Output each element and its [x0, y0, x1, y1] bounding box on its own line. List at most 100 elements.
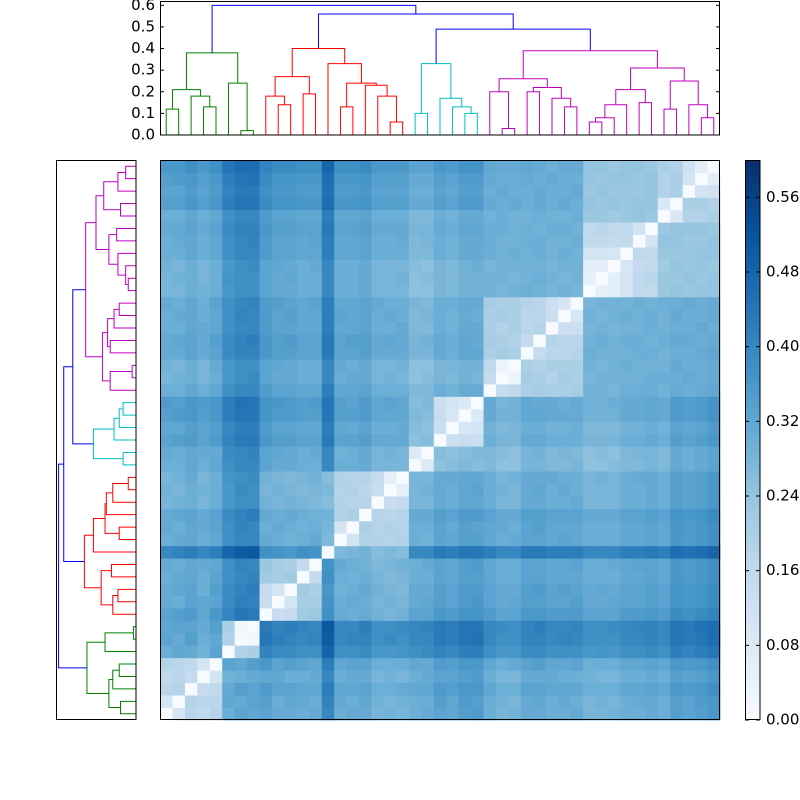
- heat-cell: [421, 172, 435, 186]
- heat-cell: [570, 396, 584, 410]
- heat-cell: [421, 483, 435, 497]
- heat-cell: [695, 247, 708, 260]
- heat-cell: [222, 222, 236, 236]
- heat-cell: [433, 545, 447, 559]
- heat-cell: [222, 508, 236, 522]
- heat-cell: [645, 471, 659, 484]
- heat-cell: [657, 595, 671, 609]
- heat-cell: [620, 446, 634, 460]
- heat-cell: [458, 545, 472, 559]
- heat-cell: [247, 620, 260, 634]
- heat-cell: [608, 508, 621, 522]
- heat-cell: [595, 707, 609, 721]
- heat-cell: [408, 421, 422, 435]
- heat-cell: [384, 545, 397, 559]
- heat-cell: [247, 707, 260, 721]
- heat-cell: [446, 284, 460, 298]
- heat-cell: [197, 645, 211, 659]
- heat-cell: [259, 533, 273, 547]
- heat-cell: [371, 247, 385, 260]
- heat-cell: [533, 309, 547, 323]
- heat-cell: [359, 632, 372, 646]
- heat-cell: [334, 446, 348, 460]
- heat-cell: [259, 160, 273, 173]
- dendrogram-link: [116, 227, 136, 242]
- heat-cell: [234, 620, 248, 634]
- heat-cell: [222, 583, 236, 596]
- heat-cell: [396, 247, 410, 260]
- heat-cell: [682, 172, 696, 186]
- heat-cell: [396, 346, 410, 360]
- heat-cell: [670, 309, 684, 323]
- heat-cell: [172, 172, 186, 186]
- heat-cell: [645, 334, 659, 348]
- heat-cell: [396, 160, 410, 173]
- heat-cell: [520, 508, 534, 522]
- heat-cell: [259, 359, 273, 372]
- heat-cell: [707, 695, 721, 708]
- heat-cell: [483, 247, 497, 260]
- heat-cell: [632, 620, 646, 634]
- heat-cell: [234, 533, 248, 547]
- heat-cell: [595, 172, 609, 186]
- heat-cell: [433, 334, 447, 348]
- heat-cell: [496, 558, 509, 572]
- heat-cell: [359, 583, 372, 596]
- heat-cell: [433, 371, 447, 385]
- heat-cell: [483, 583, 497, 596]
- heat-cell: [371, 645, 385, 659]
- heat-cell: [334, 508, 348, 522]
- heat-cell: [707, 421, 721, 435]
- heat-cell: [558, 334, 572, 348]
- heat-cell: [632, 558, 646, 572]
- heat-cell: [184, 346, 198, 360]
- heat-cell: [558, 272, 572, 285]
- heat-cell: [433, 483, 447, 497]
- heat-cell: [632, 172, 646, 186]
- heat-cell: [421, 371, 435, 385]
- heat-cell: [620, 396, 634, 410]
- heat-cell: [247, 296, 260, 310]
- heat-cell: [620, 222, 634, 236]
- heat-cell: [458, 234, 472, 248]
- heat-cell: [520, 184, 534, 198]
- heat-cell: [408, 184, 422, 198]
- heat-cell: [408, 334, 422, 348]
- heat-cell: [222, 309, 236, 323]
- heat-cell: [309, 446, 323, 460]
- heat-cell: [533, 272, 547, 285]
- heat-cell: [483, 632, 497, 646]
- heat-cell: [197, 695, 211, 708]
- heat-cell: [259, 670, 273, 684]
- heat-cell: [707, 234, 721, 248]
- heat-cell: [645, 222, 659, 236]
- heat-cell: [458, 309, 472, 323]
- heat-cell: [371, 446, 385, 460]
- dendrogram-link: [203, 106, 217, 135]
- heat-cell: [446, 160, 460, 173]
- heat-cell: [645, 458, 659, 472]
- heat-cell: [458, 384, 472, 397]
- heat-cell: [272, 396, 285, 410]
- heat-cell: [583, 632, 596, 646]
- heat-cell: [408, 446, 422, 460]
- heat-cell: [396, 296, 410, 310]
- heat-cell: [682, 346, 696, 360]
- heat-cell: [184, 583, 198, 596]
- heat-cell: [321, 408, 335, 422]
- heat-cell: [545, 670, 559, 684]
- heat-cell: [309, 284, 323, 298]
- heat-cell: [359, 545, 372, 559]
- heat-cell: [234, 172, 248, 186]
- heat-cell: [707, 508, 721, 522]
- heat-cell: [209, 483, 223, 497]
- heat-cell: [545, 657, 559, 671]
- heat-cell: [371, 595, 385, 609]
- heat-cell: [707, 583, 721, 596]
- heat-cell: [446, 259, 460, 273]
- heat-cell: [172, 359, 186, 372]
- heat-cell: [570, 595, 584, 609]
- heat-cell: [645, 545, 659, 559]
- heat-cell: [160, 695, 173, 708]
